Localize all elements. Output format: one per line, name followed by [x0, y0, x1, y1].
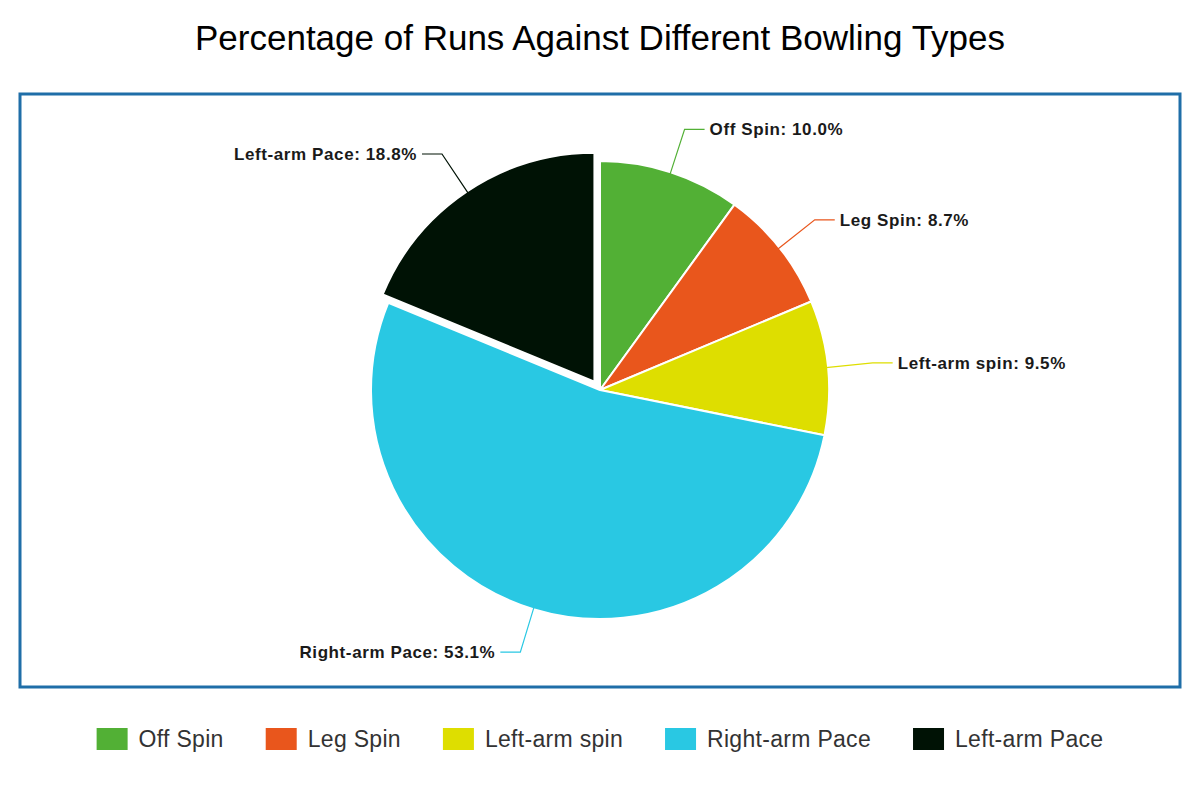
- legend-label: Left-arm spin: [485, 726, 623, 752]
- chart: Percentage of Runs Against Different Bow…: [0, 0, 1200, 800]
- legend: Off Spin Leg Spin Left-arm spin Right-arm P…: [97, 726, 1104, 752]
- legend-label: Off Spin: [139, 726, 224, 752]
- legend-label: Leg Spin: [308, 726, 401, 752]
- legend-swatch: [913, 728, 944, 750]
- leader-line: [670, 129, 705, 174]
- data-label: Off Spin: 10.0%: [710, 120, 844, 139]
- legend-label: Left-arm Pace: [955, 726, 1103, 752]
- legend-swatch: [97, 728, 128, 750]
- pie-slice: [371, 303, 824, 619]
- legend-swatch: [266, 728, 297, 750]
- title: Percentage of Runs Against Different Bow…: [195, 18, 1005, 57]
- plot-frame: [20, 94, 1180, 687]
- legend-label: Right-arm Pace: [707, 726, 871, 752]
- leader-line: [778, 220, 835, 249]
- data-labels: Off Spin: 10.0% Leg Spin: 8.7% Left-arm sp…: [234, 120, 1066, 662]
- legend-swatch: [665, 728, 696, 750]
- pie-slice: [383, 153, 595, 382]
- slices: [371, 153, 829, 619]
- data-label: Leg Spin: 8.7%: [840, 211, 969, 230]
- data-label: Left-arm spin: 9.5%: [898, 354, 1066, 373]
- background: [0, 0, 1200, 800]
- leader-line: [422, 154, 468, 193]
- leader-line: [500, 607, 534, 652]
- leader-line: [826, 363, 893, 368]
- data-label: Left-arm Pace: 18.8%: [234, 145, 417, 164]
- legend-swatch: [443, 728, 474, 750]
- data-label: Right-arm Pace: 53.1%: [299, 643, 495, 662]
